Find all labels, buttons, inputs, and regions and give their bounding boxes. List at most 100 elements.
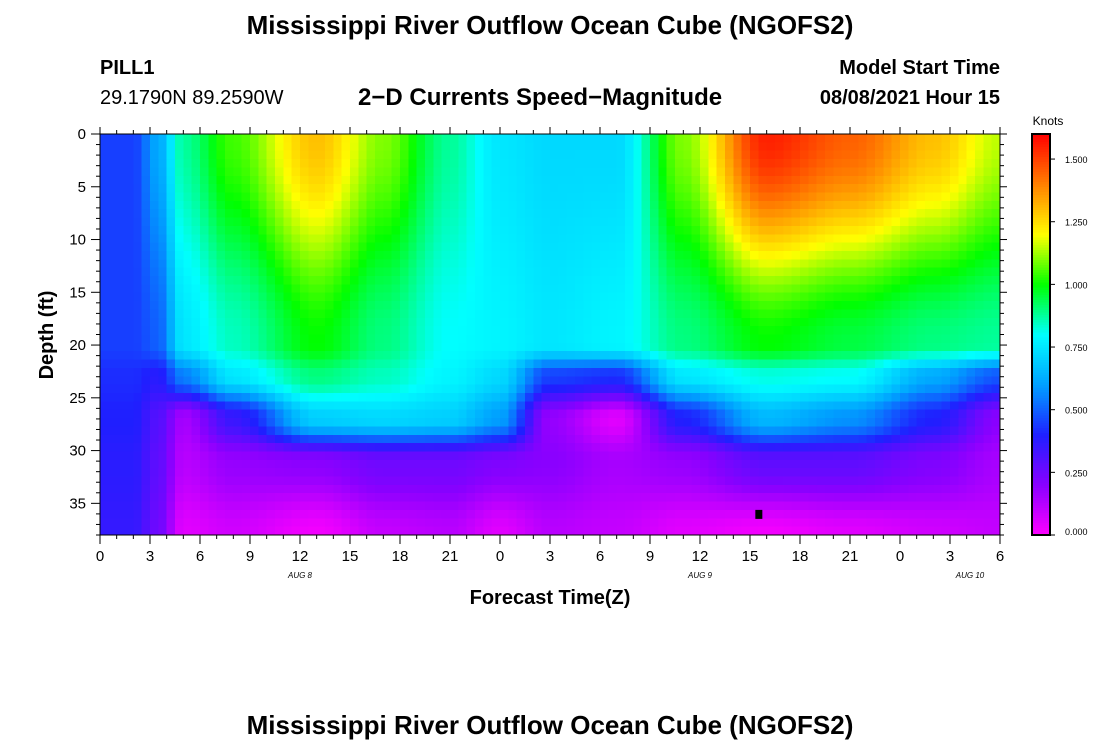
- heatmap-cell: [366, 359, 376, 369]
- heatmap-cell: [241, 292, 251, 302]
- heatmap-cell: [383, 526, 393, 536]
- heatmap-cell: [691, 476, 701, 486]
- heatmap-cell: [558, 225, 568, 235]
- heatmap-cell: [600, 426, 609, 436]
- heatmap-cell: [333, 518, 343, 528]
- heatmap-cell: [375, 493, 384, 503]
- heatmap-cell: [558, 476, 568, 486]
- heatmap-cell: [625, 443, 634, 453]
- heatmap-cell: [633, 493, 643, 503]
- heatmap-cell: [733, 200, 743, 210]
- heatmap-cell: [925, 167, 934, 177]
- heatmap-cell: [591, 434, 601, 444]
- heatmap-cell: [400, 276, 409, 285]
- heatmap-cell: [800, 276, 809, 285]
- heatmap-cell: [866, 142, 876, 152]
- heatmap-cell: [225, 225, 234, 235]
- heatmap-cell: [175, 200, 184, 210]
- heatmap-cell: [858, 384, 868, 394]
- heatmap-cell: [416, 317, 426, 327]
- heatmap-cell: [133, 259, 143, 269]
- heatmap-cell: [283, 476, 293, 486]
- heatmap-cell: [858, 468, 868, 478]
- heatmap-cell: [408, 309, 418, 319]
- heatmap-cell: [116, 167, 126, 177]
- heatmap-cell: [616, 501, 626, 511]
- heatmap-cell: [766, 284, 776, 294]
- heatmap-cell: [275, 217, 284, 227]
- heatmap-cell: [766, 292, 776, 302]
- heatmap-cell: [833, 150, 843, 160]
- heatmap-cell: [450, 159, 459, 169]
- heatmap-cell: [433, 359, 443, 369]
- heatmap-cell: [408, 384, 418, 394]
- heatmap-cell: [658, 367, 668, 377]
- heatmap-cell: [941, 351, 951, 361]
- heatmap-cell: [633, 250, 643, 260]
- heatmap-cell: [650, 501, 659, 511]
- heatmap-cell: [433, 309, 443, 319]
- heatmap-cell: [641, 225, 651, 235]
- heatmap-cell: [833, 284, 843, 294]
- heatmap-cell: [883, 459, 893, 469]
- heatmap-cell: [575, 159, 584, 169]
- heatmap-cell: [275, 501, 284, 511]
- heatmap-cell: [400, 225, 409, 235]
- heatmap-cell: [641, 359, 651, 369]
- heatmap-cell: [450, 476, 459, 486]
- heatmap-cell: [758, 142, 768, 152]
- heatmap-cell: [575, 250, 584, 260]
- heatmap-cell: [158, 184, 168, 194]
- heatmap-cell: [400, 250, 409, 260]
- heatmap-cell: [641, 367, 651, 377]
- heatmap-cell: [191, 376, 201, 386]
- heatmap-cell: [850, 518, 859, 528]
- heatmap-cell: [941, 443, 951, 453]
- heatmap-cell: [675, 317, 684, 327]
- heatmap-cell: [466, 209, 476, 219]
- heatmap-cell: [275, 376, 284, 386]
- heatmap-cell: [475, 284, 484, 294]
- heatmap-cell: [616, 509, 626, 519]
- heatmap-cell: [775, 167, 784, 177]
- heatmap-cell: [316, 192, 326, 202]
- heatmap-cell: [900, 301, 909, 311]
- heatmap-cell: [441, 292, 451, 302]
- heatmap-cell: [475, 217, 484, 227]
- heatmap-cell: [383, 267, 393, 277]
- heatmap-cell: [741, 468, 751, 478]
- heatmap-cell: [933, 409, 943, 419]
- heatmap-cell: [166, 526, 176, 536]
- heatmap-cell: [766, 200, 776, 210]
- heatmap-cell: [375, 259, 384, 269]
- heatmap-cell: [125, 217, 134, 227]
- heatmap-cell: [866, 509, 876, 519]
- heatmap-cell: [108, 167, 118, 177]
- heatmap-cell: [583, 309, 593, 319]
- heatmap-cell: [158, 484, 168, 494]
- heatmap-cell: [141, 284, 151, 294]
- heatmap-cell: [816, 484, 826, 494]
- heatmap-cell: [391, 476, 401, 486]
- heatmap-cell: [475, 367, 484, 377]
- heatmap-cell: [958, 326, 968, 336]
- heatmap-cell: [275, 451, 284, 461]
- heatmap-cell: [308, 259, 318, 269]
- heatmap-cell: [908, 501, 918, 511]
- heatmap-cell: [666, 426, 676, 436]
- heatmap-cell: [250, 426, 259, 436]
- heatmap-cell: [616, 351, 626, 361]
- heatmap-cell: [841, 493, 851, 503]
- heatmap-cell: [783, 526, 793, 536]
- heatmap-cell: [516, 309, 526, 319]
- heatmap-cell: [741, 225, 751, 235]
- heatmap-cell: [408, 451, 418, 461]
- heatmap-cell: [125, 292, 134, 302]
- heatmap-cell: [516, 242, 526, 252]
- heatmap-cell: [250, 175, 259, 185]
- heatmap-cell: [158, 476, 168, 486]
- heatmap-cell: [941, 259, 951, 269]
- heatmap-cell: [933, 267, 943, 277]
- heatmap-cell: [283, 200, 293, 210]
- heatmap-cell: [633, 167, 643, 177]
